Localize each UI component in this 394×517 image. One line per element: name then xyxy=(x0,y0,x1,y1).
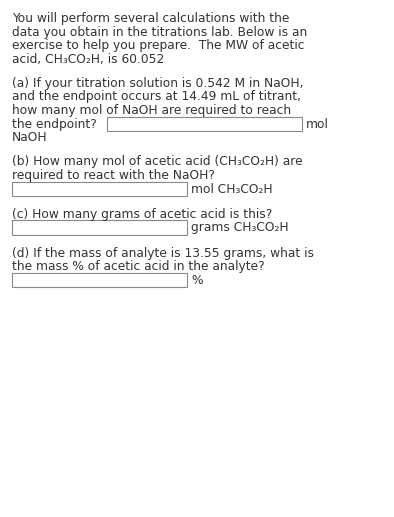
Text: (a) If your titration solution is 0.542 M in NaOH,: (a) If your titration solution is 0.542 … xyxy=(12,77,303,90)
Text: data you obtain in the titrations lab. Below is an: data you obtain in the titrations lab. B… xyxy=(12,26,307,39)
Text: %: % xyxy=(191,274,203,287)
Text: NaOH: NaOH xyxy=(12,131,48,144)
Text: (d) If the mass of analyte is 13.55 grams, what is: (d) If the mass of analyte is 13.55 gram… xyxy=(12,247,314,260)
Text: acid, CH₃CO₂H, is 60.052: acid, CH₃CO₂H, is 60.052 xyxy=(12,53,164,66)
FancyBboxPatch shape xyxy=(12,273,187,287)
Text: required to react with the NaOH?: required to react with the NaOH? xyxy=(12,169,215,182)
Text: how many mol of NaOH are required to reach: how many mol of NaOH are required to rea… xyxy=(12,104,291,117)
FancyBboxPatch shape xyxy=(12,181,187,196)
Text: the endpoint?: the endpoint? xyxy=(12,118,97,131)
Text: grams CH₃CO₂H: grams CH₃CO₂H xyxy=(191,221,289,234)
Text: mol: mol xyxy=(306,118,329,131)
Text: and the endpoint occurs at 14.49 mL of titrant,: and the endpoint occurs at 14.49 mL of t… xyxy=(12,90,301,103)
FancyBboxPatch shape xyxy=(12,220,187,235)
Text: exercise to help you prepare.  The MW of acetic: exercise to help you prepare. The MW of … xyxy=(12,39,305,52)
Text: (c) How many grams of acetic acid is this?: (c) How many grams of acetic acid is thi… xyxy=(12,208,272,221)
Text: (b) How many mol of acetic acid (CH₃CO₂H) are: (b) How many mol of acetic acid (CH₃CO₂H… xyxy=(12,155,303,168)
Text: the mass % of acetic acid in the analyte?: the mass % of acetic acid in the analyte… xyxy=(12,260,265,273)
FancyBboxPatch shape xyxy=(107,117,302,131)
Text: You will perform several calculations with the: You will perform several calculations wi… xyxy=(12,12,289,25)
Text: mol CH₃CO₂H: mol CH₃CO₂H xyxy=(191,183,273,195)
